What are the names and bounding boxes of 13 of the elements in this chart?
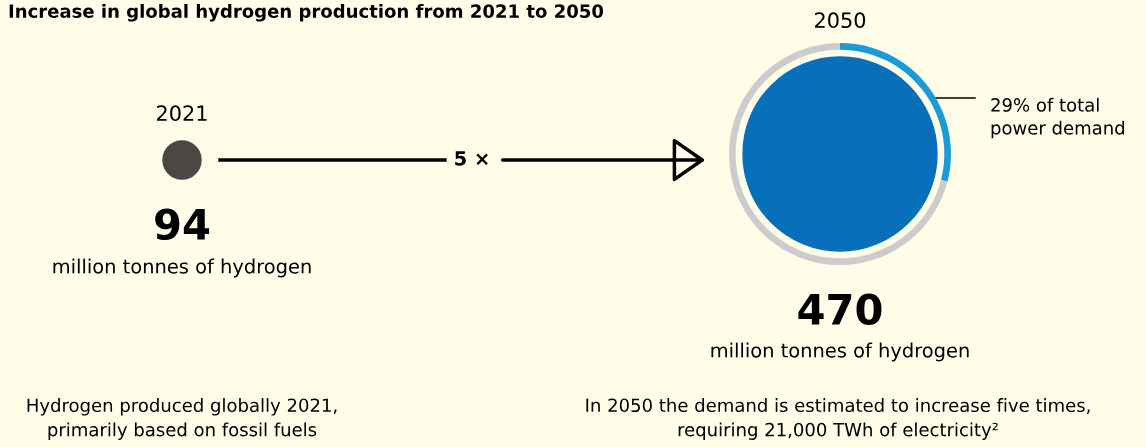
text: In 2050 the demand is estimated to increase five times, requiring 21,000 TWh of electricity² [586, 398, 1090, 440]
text: 5 × [455, 151, 488, 166]
slice-label: 29% of total power demand [991, 97, 1125, 139]
category-label: 2021 [157, 105, 207, 122]
category-label: 2050 [815, 12, 866, 29]
donut-slice [840, 43, 951, 182]
data-label: 94 [155, 208, 210, 241]
donut-slice [729, 43, 948, 265]
text: million tonnes of hydrogen [53, 258, 311, 278]
text: million tonnes of hydrogen [711, 342, 969, 362]
text: Hydrogen produced globally 2021, primarily based on fossil fuels [27, 398, 337, 440]
text: Increase in global hydrogen production from 2021 to 2050 [9, 4, 604, 22]
data-label: 470 [798, 293, 882, 326]
